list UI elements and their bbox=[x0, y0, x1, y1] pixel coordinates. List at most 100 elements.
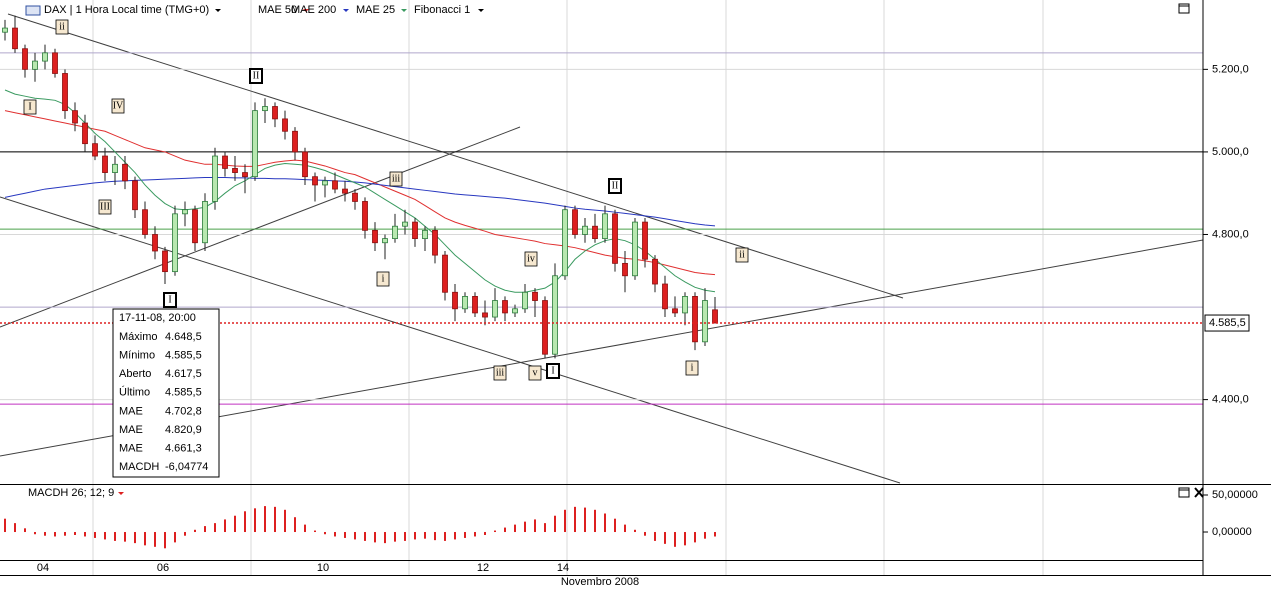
candle-body bbox=[622, 262, 628, 277]
candle-body bbox=[122, 163, 128, 182]
macd-bar bbox=[314, 530, 316, 533]
macd-bar bbox=[524, 521, 526, 533]
candle-body bbox=[392, 225, 398, 240]
macd-bar bbox=[674, 532, 676, 547]
wave-label-box bbox=[524, 251, 538, 267]
macd-bar bbox=[574, 506, 576, 533]
macd-bar bbox=[274, 506, 276, 533]
macd-bar bbox=[104, 532, 106, 540]
info-label: MAE bbox=[119, 443, 143, 455]
macd-bar bbox=[234, 515, 236, 533]
info-value: 4.661,3 bbox=[165, 443, 202, 455]
macd-bar bbox=[474, 532, 476, 537]
candle-body bbox=[662, 283, 668, 310]
macd-bar bbox=[484, 532, 486, 535]
chart-title[interactable]: DAX | 1 Hora Local time (TMG+0) bbox=[44, 4, 209, 16]
macd-bar bbox=[704, 532, 706, 539]
candle-body bbox=[562, 209, 568, 277]
info-value: 4.585,5 bbox=[165, 350, 202, 362]
dropdown-arrow[interactable] bbox=[118, 492, 124, 495]
wave-label: I bbox=[551, 365, 554, 376]
candle-body bbox=[592, 225, 598, 240]
macd-bar bbox=[514, 524, 516, 533]
macd-bar bbox=[254, 508, 256, 533]
macd-bar bbox=[174, 532, 176, 543]
macd-bar bbox=[404, 532, 406, 541]
legend-entry[interactable]: MAE 200 bbox=[291, 4, 336, 16]
candle-body bbox=[402, 221, 408, 227]
info-title: 17-11-08, 20:00 bbox=[119, 312, 196, 324]
candle-body bbox=[152, 234, 158, 252]
info-value: 4.617,5 bbox=[165, 368, 202, 380]
candle-body bbox=[432, 229, 438, 256]
info-label: Último bbox=[119, 386, 150, 399]
window-buttons[interactable] bbox=[1178, 3, 1204, 498]
macd-bar bbox=[694, 532, 696, 543]
legend-entry[interactable]: Fibonacci 1 bbox=[414, 4, 470, 16]
macd-bar bbox=[604, 513, 606, 533]
dropdown-arrow[interactable] bbox=[215, 9, 221, 12]
dropdown-arrow bbox=[401, 9, 407, 12]
candle-body bbox=[262, 106, 268, 112]
last-price-box bbox=[1204, 314, 1250, 332]
macd-bar bbox=[714, 532, 716, 537]
candle-body bbox=[612, 213, 618, 264]
macd-bar bbox=[374, 532, 376, 543]
candle-body bbox=[92, 143, 98, 157]
info-value: 4.585,5 bbox=[165, 387, 202, 399]
candle-body bbox=[112, 163, 118, 173]
info-value: 4.702,8 bbox=[165, 405, 202, 417]
macd-bar bbox=[244, 511, 246, 533]
candle-body bbox=[532, 291, 538, 301]
legend-entry[interactable]: MAE 50 bbox=[258, 4, 297, 16]
candle-body bbox=[162, 250, 168, 273]
candle-body bbox=[522, 291, 528, 310]
instrument-icon bbox=[25, 5, 41, 16]
candle-body bbox=[202, 201, 208, 244]
candle-body bbox=[442, 254, 448, 293]
macd-bar bbox=[304, 524, 306, 533]
candle-body bbox=[602, 213, 608, 240]
candle-body bbox=[312, 176, 318, 186]
info-label: Mínimo bbox=[119, 350, 155, 362]
wave-label: iv bbox=[527, 253, 535, 264]
y-tick-label: 0,00000 bbox=[1212, 526, 1252, 538]
macd-title[interactable]: MACDH 26; 12; 9 bbox=[28, 487, 114, 499]
candle-body bbox=[142, 209, 148, 235]
macd-bar bbox=[614, 518, 616, 533]
macd-bar bbox=[354, 532, 356, 540]
x-tick-label: 06 bbox=[157, 562, 169, 574]
wave-label: IV bbox=[113, 100, 124, 111]
candle-body bbox=[582, 225, 588, 235]
wave-label-box bbox=[546, 363, 560, 379]
wave-label: i bbox=[691, 362, 694, 373]
wave-label-box bbox=[608, 178, 622, 194]
candle-body bbox=[692, 296, 698, 343]
wave-label: iii bbox=[496, 367, 505, 378]
macd-bar bbox=[434, 532, 436, 541]
candle-body bbox=[502, 300, 508, 314]
macd-bar bbox=[444, 532, 446, 541]
candle-body bbox=[252, 110, 258, 178]
macd-bar bbox=[4, 518, 6, 533]
macd-bar bbox=[154, 532, 156, 547]
wave-label: II bbox=[253, 70, 260, 81]
candle-body bbox=[652, 258, 658, 285]
wave-label: ii bbox=[59, 21, 65, 32]
candle-body bbox=[572, 209, 578, 235]
macd-bar bbox=[134, 532, 136, 544]
macd-bar bbox=[504, 527, 506, 533]
macd-bar bbox=[414, 532, 416, 540]
macd-bar bbox=[424, 532, 426, 539]
y-tick-label: 4.400,0 bbox=[1212, 394, 1249, 406]
info-value: -6,04774 bbox=[165, 461, 208, 473]
info-label: Máximo bbox=[119, 331, 158, 343]
wave-label: III bbox=[100, 201, 110, 212]
candle-body bbox=[22, 48, 28, 70]
wave-label-box bbox=[163, 292, 177, 308]
legend-entry[interactable]: MAE 25 bbox=[356, 4, 395, 16]
candle-body bbox=[132, 180, 138, 211]
wave-label-box bbox=[685, 360, 699, 376]
y-tick-label: 4.800,0 bbox=[1212, 228, 1249, 240]
